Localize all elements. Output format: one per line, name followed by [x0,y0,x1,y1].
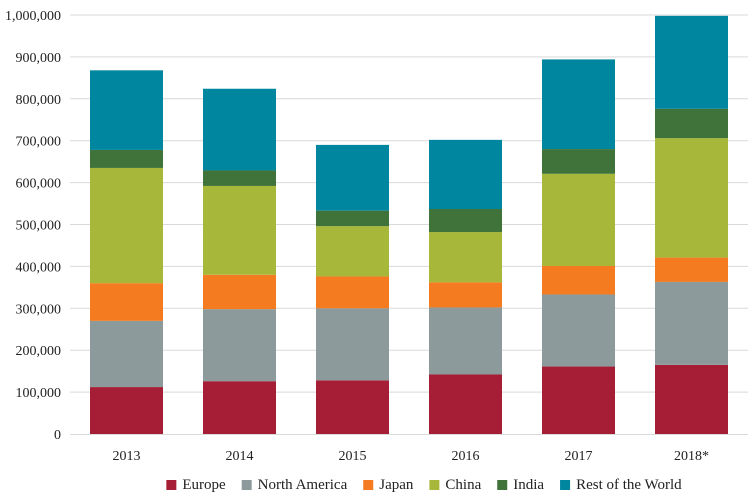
y-tick-label: 500,000 [16,219,62,234]
bar-segment [90,167,163,284]
bars [90,15,728,434]
bar-segment [203,309,276,382]
bar-segment [429,208,502,233]
bar-segment [316,144,389,211]
legend-swatch [166,480,177,490]
legend-item: Europe [166,477,226,493]
bar-segment [655,281,728,365]
x-tick-label: 2013 [113,449,141,464]
legend-label: Japan [379,477,414,493]
bar-segment [429,282,502,308]
bar-segment [542,294,615,367]
legend-swatch [497,480,508,490]
y-tick-label: 100,000 [16,386,62,401]
bar-segment [542,366,615,434]
x-tick-label: 2017 [565,449,593,464]
legend-label: India [513,477,544,493]
bar-segment [655,15,728,109]
legend-label: North America [258,477,348,493]
bar-segment [316,226,389,277]
bar-segment [90,320,163,388]
legend-label: Rest of the World [576,477,682,493]
y-tick-label: 800,000 [16,93,62,108]
y-tick-label: 300,000 [16,302,62,317]
gridlines [70,14,748,393]
legend-item: North America [241,477,348,493]
legend-swatch [241,480,252,490]
legend-label: China [445,477,481,493]
y-tick-label: 0 [54,428,61,443]
legend-item: China [429,477,482,493]
y-tick-label: 900,000 [16,51,62,66]
x-tick-label: 2016 [452,449,480,464]
legend-swatch [363,480,374,490]
bar-segment [542,149,615,174]
bar-segment [655,138,728,258]
bar-segment [316,210,389,227]
bar-segment [90,70,163,150]
x-axis-tick-labels: 2013 2014 2015 2016 2017 2018* [113,449,710,464]
bar-segment [203,381,276,434]
bar-segment [429,307,502,375]
bar-segment [429,139,502,209]
y-tick-label: 1,000,000 [5,9,61,24]
y-tick-label: 700,000 [16,135,62,150]
legend-swatch [560,480,571,490]
bar-segment [203,274,276,310]
bar-segment [90,149,163,168]
legend-item: Rest of the World [560,477,682,493]
bar-segment [316,380,389,434]
bar-segment [90,283,163,321]
x-tick-label: 2018* [674,449,709,464]
bar-segment [203,88,276,171]
legend-item: Japan [363,477,414,493]
y-tick-label: 400,000 [16,260,62,275]
bar-segment [316,308,389,381]
x-tick-label: 2015 [339,449,367,464]
bar-segment [90,387,163,434]
y-tick-label: 200,000 [16,344,62,359]
bar-segment [542,59,615,150]
bar-segment [429,374,502,434]
bar-segment [655,257,728,282]
legend-swatch [429,480,440,490]
bar-segment [203,185,276,275]
bar-segment [203,170,276,186]
y-tick-label: 600,000 [16,177,62,192]
bar-segment [429,232,502,283]
x-tick-label: 2014 [226,449,254,464]
legend-label: Europe [182,477,226,493]
bar-segment [655,108,728,139]
bar-segment [655,364,728,434]
legend: Europe North America Japan China India Rest o… [166,477,682,493]
bar-segment [542,173,615,266]
y-axis-tick-labels: 0 100,000 200,000 300,000 400,000 500,000 600,… [5,9,61,443]
legend-item: India [497,477,544,493]
bar-segment [542,265,615,295]
bar-segment [316,276,389,309]
